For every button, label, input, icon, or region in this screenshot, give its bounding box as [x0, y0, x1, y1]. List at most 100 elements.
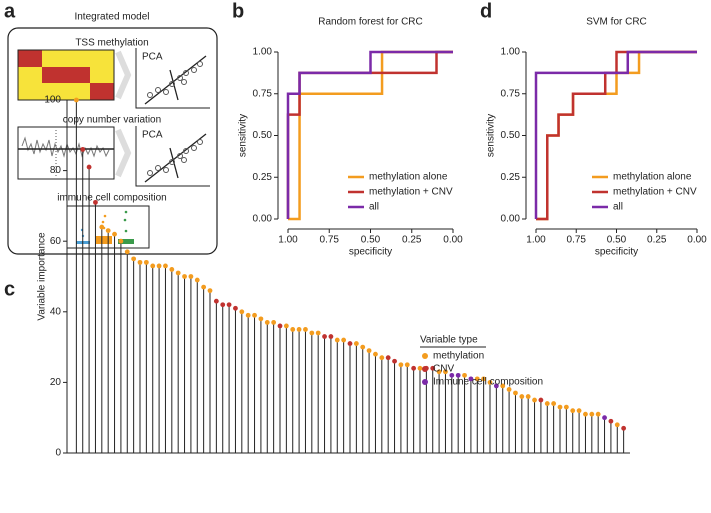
y-tick-label: 0.25	[501, 172, 521, 183]
roc-line	[534, 50, 697, 219]
point	[544, 401, 550, 406]
point	[169, 267, 175, 272]
point	[239, 309, 245, 315]
point	[207, 288, 213, 294]
x-axis-label: specificity	[349, 247, 392, 258]
point	[614, 422, 620, 428]
point	[474, 376, 480, 382]
y-tick-label: 0	[55, 448, 61, 459]
heatmap	[17, 49, 115, 101]
point	[551, 401, 557, 406]
roc-line	[286, 50, 453, 219]
point	[334, 337, 340, 343]
point	[462, 372, 467, 378]
point	[404, 362, 410, 368]
point	[563, 404, 569, 410]
diagram-box	[7, 27, 218, 255]
point	[105, 228, 111, 234]
point	[506, 387, 512, 392]
y-tick-label: 0.50	[253, 130, 273, 141]
point	[379, 355, 385, 361]
legend-swatch	[422, 353, 428, 359]
y-axis-label: Variable importance	[37, 232, 48, 321]
chevron	[115, 50, 132, 100]
y-tick-label: 0.00	[501, 214, 521, 225]
point	[519, 394, 525, 399]
pca-label: PCA	[142, 52, 163, 63]
panel-label: a	[4, 0, 16, 22]
point	[124, 249, 130, 255]
point	[430, 365, 436, 371]
point	[194, 277, 200, 283]
legend-swatch	[422, 379, 428, 385]
panel-label: b	[232, 0, 244, 22]
point	[608, 418, 614, 424]
y-axis-label: sensitivity	[486, 114, 497, 157]
x-tick-label: 1.00	[278, 235, 298, 246]
point	[417, 365, 423, 371]
row-label: TSS methylation	[75, 38, 148, 49]
point	[277, 323, 283, 329]
point	[93, 199, 98, 205]
point	[143, 259, 149, 265]
row-label: copy number variation	[63, 115, 161, 126]
point	[449, 372, 455, 378]
point	[258, 316, 264, 322]
y-tick-label: 1.00	[501, 47, 521, 58]
point	[583, 411, 588, 417]
point	[500, 383, 506, 389]
point	[328, 334, 334, 339]
chevron	[115, 128, 132, 178]
point	[290, 327, 296, 332]
point	[175, 270, 181, 276]
point	[303, 327, 308, 332]
x-tick-label: 0.00	[687, 235, 707, 246]
cnv-plot	[17, 126, 115, 180]
point	[366, 348, 372, 354]
point	[385, 355, 391, 361]
point	[150, 263, 156, 269]
x-tick-label: 0.25	[402, 235, 422, 246]
pca-plot	[135, 126, 210, 187]
point	[309, 330, 315, 336]
point	[576, 408, 582, 414]
legend-label: CNV	[433, 364, 454, 375]
point	[347, 341, 353, 346]
legend-label: methylation alone	[613, 172, 692, 183]
point	[322, 334, 327, 339]
point	[411, 365, 417, 371]
point	[595, 411, 601, 417]
point	[283, 323, 289, 329]
x-tick-label: 0.00	[443, 235, 463, 246]
legend-label: methylation	[433, 351, 484, 362]
point	[163, 263, 168, 269]
point	[137, 259, 143, 265]
diagram-title: Integrated model	[74, 12, 149, 23]
point	[602, 415, 607, 421]
point	[252, 312, 257, 318]
row-label: immune cell composition	[57, 193, 167, 204]
point	[341, 337, 347, 343]
panel-label: c	[4, 278, 15, 300]
diagram: Integrated model TSS methylation PCA cop…	[7, 12, 218, 255]
point	[112, 231, 117, 237]
pca-plot	[135, 48, 210, 109]
legend-swatch	[422, 366, 428, 372]
pca-label: PCA	[142, 130, 163, 141]
y-tick-label: 0.00	[253, 214, 273, 225]
point	[233, 305, 238, 311]
point	[443, 369, 448, 375]
x-tick-label: 0.75	[567, 235, 587, 246]
point	[353, 341, 359, 346]
legend-label: Immune cell composition	[433, 377, 543, 388]
point	[493, 383, 499, 389]
point	[398, 362, 404, 368]
point	[538, 397, 544, 403]
point	[86, 164, 92, 170]
x-tick-label: 1.00	[526, 235, 546, 246]
y-tick-label: 0.25	[253, 172, 273, 183]
panel-label: d	[480, 0, 492, 22]
point	[220, 302, 226, 308]
x-tick-label: 0.50	[607, 235, 627, 246]
point	[373, 351, 378, 357]
